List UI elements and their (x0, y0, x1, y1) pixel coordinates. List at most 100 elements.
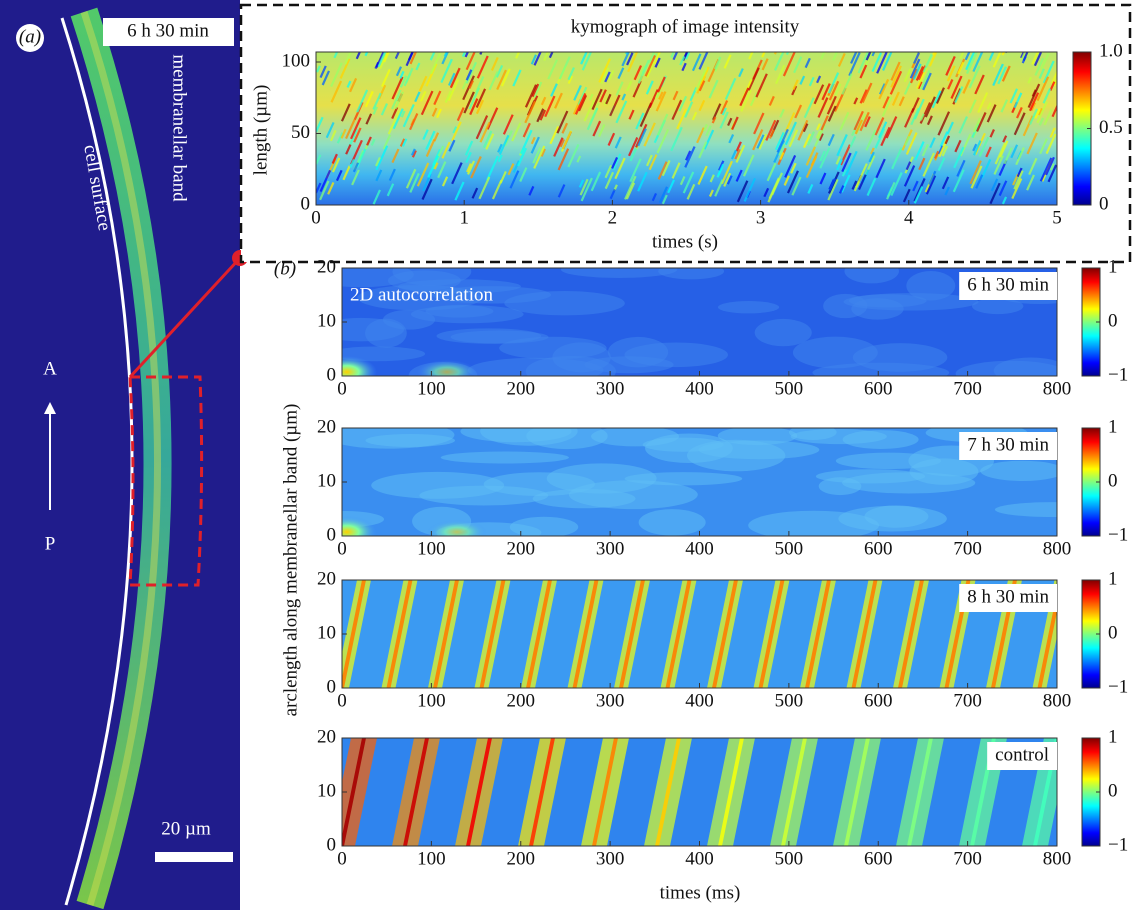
kymo-streak (598, 58, 612, 83)
kymo-streak (885, 116, 898, 139)
y-tick-label: 0 (327, 676, 337, 697)
kymo-streak (614, 136, 622, 149)
kymo-streak (678, 95, 688, 112)
kymo-streak (915, 66, 925, 81)
kymo-streak (1051, 104, 1057, 118)
x-tick-label: 800 (1043, 538, 1072, 559)
kymo-streak (851, 180, 858, 190)
kymo-streak (826, 95, 837, 115)
kymo-streak (819, 147, 831, 169)
kymo-streak (742, 154, 755, 177)
x-tick-label: 2 (608, 207, 618, 228)
kymo-streak (658, 186, 669, 204)
kymo-streak (816, 75, 822, 84)
x-tick-label: 200 (507, 378, 536, 399)
kymo-streak (685, 150, 692, 161)
heat-wave (419, 485, 549, 506)
colorbar-tick-label: 1 (1108, 416, 1118, 437)
heat-wave (525, 355, 616, 376)
kymo-streak (819, 150, 826, 162)
cell-surface-line (60, 17, 134, 906)
kymo-streak (784, 154, 797, 178)
heat-bg (342, 738, 1057, 846)
kymo-streak (632, 80, 642, 98)
kymo-streak (968, 65, 981, 89)
x-tick-label: 100 (417, 690, 446, 711)
kymo-streak (773, 139, 786, 163)
kymo-streak (633, 65, 643, 81)
kymo-streak (730, 149, 737, 160)
kymo-streak (509, 170, 520, 189)
kymo-streak (395, 66, 403, 77)
kymo-streak (372, 106, 378, 115)
kymo-streak (533, 145, 546, 169)
kymo-streak (517, 147, 528, 167)
kymo-streak (723, 172, 732, 187)
label-box (987, 742, 1057, 770)
kymo-streak (767, 178, 780, 203)
heat-wave (864, 505, 929, 528)
kymo-streak (670, 52, 675, 59)
kymo-streak (491, 179, 503, 200)
kymo-streak (890, 65, 902, 88)
kymo-streak (316, 154, 322, 165)
heat-stripe-core (712, 580, 738, 688)
x-tick-label: 600 (864, 538, 893, 559)
kymo-streak (415, 62, 421, 71)
heat-wave (851, 298, 904, 320)
kymo-streak (333, 52, 339, 59)
kymo-streak (864, 116, 871, 128)
kymo-streak (1028, 108, 1038, 125)
kymo-streak (419, 90, 427, 102)
kymo-streak (676, 108, 688, 130)
kymo-streak (629, 158, 642, 183)
kymo-streak (615, 81, 624, 96)
kymo-streak (1020, 52, 1025, 59)
kymo-streak (581, 52, 593, 71)
heat-stripe-core (907, 738, 933, 846)
kymo-streak (711, 116, 717, 124)
kymo-streak (954, 139, 962, 153)
kymo-streak (827, 72, 840, 94)
kymo-streak (549, 125, 560, 145)
heat-wave (788, 428, 837, 440)
kymo-streak (785, 52, 790, 55)
kymo-streak (611, 156, 619, 169)
kymo-streak (697, 165, 708, 185)
scale-label: 20 µm (161, 818, 211, 839)
x-tick-label: 0 (337, 538, 347, 559)
y-tick-label: 0 (327, 834, 337, 855)
kymo-streak (686, 183, 696, 200)
x-tick-label: 300 (596, 538, 625, 559)
kymo-streak (921, 143, 929, 157)
kymo-streak (329, 129, 337, 142)
kymo-streak (577, 86, 588, 106)
kymo-streak (607, 70, 615, 82)
kymo-streak (626, 80, 633, 92)
kymo-streak (655, 91, 667, 112)
heat-stripe-core (572, 580, 599, 688)
heat-peak (342, 516, 377, 536)
kymo-streak (621, 93, 627, 101)
kymo-streak (735, 141, 742, 152)
kymo-streak (476, 55, 489, 79)
kymo-streak (713, 56, 722, 70)
kymo-streak (377, 52, 387, 68)
selection-box (128, 375, 204, 587)
kymo-streak (946, 65, 956, 82)
kymo-streak (779, 108, 785, 118)
kymo-streak (556, 110, 569, 134)
kymo-streak (672, 90, 679, 101)
kymo-streak (747, 67, 760, 91)
kymo-streak (721, 107, 727, 116)
kymo-streak (758, 133, 768, 150)
kymo-streak (431, 107, 438, 117)
kymo-streak (539, 109, 547, 121)
x-tick-label: 200 (507, 690, 536, 711)
kymo-streak (533, 52, 542, 66)
kymo-streak (436, 108, 442, 119)
kymo-streak (1013, 112, 1026, 136)
kymo-streak (468, 80, 474, 89)
kymo-streak (909, 58, 921, 79)
x-tick-label: 500 (775, 848, 804, 869)
